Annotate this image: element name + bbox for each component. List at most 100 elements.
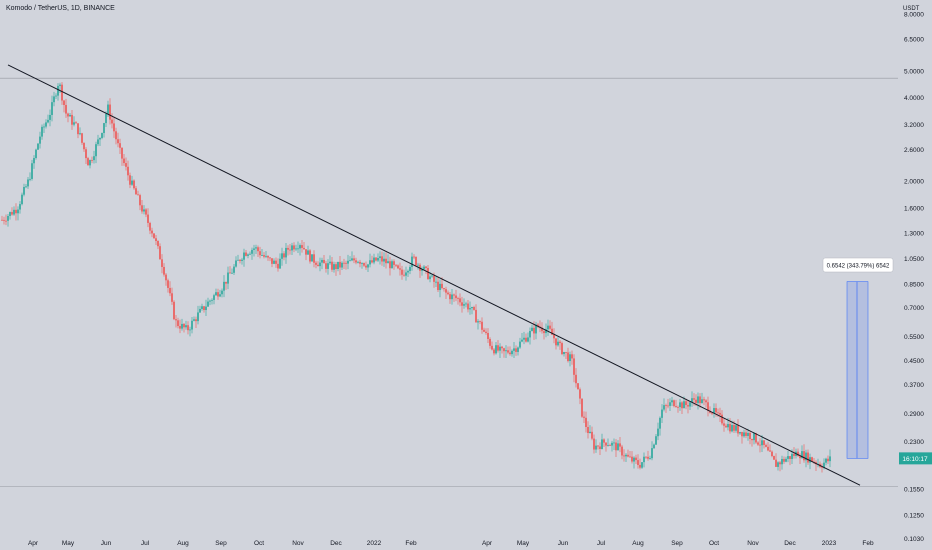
candle-body <box>427 267 429 280</box>
candle-body <box>475 309 477 323</box>
x-tick-label: Jul <box>141 540 150 547</box>
candle-body <box>759 444 761 446</box>
candle-body <box>643 456 645 463</box>
candle-body <box>349 260 351 262</box>
candle-body <box>71 114 73 125</box>
candle-body <box>629 456 631 458</box>
candle-body <box>281 253 283 259</box>
candle-body <box>243 252 245 260</box>
candle-body <box>543 331 545 334</box>
candle-body <box>507 350 509 353</box>
candle-body <box>313 254 315 263</box>
candle-body <box>123 158 125 164</box>
candle-body <box>117 139 119 144</box>
candle-body <box>89 160 91 166</box>
candle-body <box>497 345 499 351</box>
candle-body <box>143 209 145 212</box>
candle-body <box>747 433 749 436</box>
candle-body <box>329 261 331 264</box>
candle-body <box>3 219 5 221</box>
candle-body <box>527 337 529 342</box>
candle-body <box>135 188 137 195</box>
candle-body <box>511 350 513 355</box>
candle-body <box>763 440 765 445</box>
candle-body <box>555 338 557 346</box>
candle-body <box>177 320 179 327</box>
candle-body <box>327 263 329 269</box>
candle-body <box>615 442 617 451</box>
candle-body <box>301 245 303 248</box>
candle-body <box>207 301 209 307</box>
candle-body <box>87 158 89 166</box>
candle-body <box>627 454 629 457</box>
candle-body <box>687 405 689 407</box>
candle-body <box>521 339 523 342</box>
candle-body <box>809 457 811 463</box>
candle-body <box>599 446 601 449</box>
candle-body <box>583 416 585 418</box>
candle-body <box>829 456 831 462</box>
candle-body <box>193 319 195 321</box>
candle-body <box>777 462 779 467</box>
candle-body <box>727 424 729 428</box>
candle-body <box>405 272 407 276</box>
measure-label: 0.6542 (343.79%) 6542 <box>827 264 890 270</box>
y-tick-label: 6.5000 <box>904 37 924 44</box>
candle-body <box>341 262 343 268</box>
candle-body <box>249 253 251 255</box>
candle-body <box>131 180 133 185</box>
trendline[interactable] <box>7 64 861 486</box>
candle-body <box>773 456 775 460</box>
candle-body <box>63 100 65 105</box>
candle-body <box>685 401 687 406</box>
candle-body <box>345 262 347 264</box>
candle-body <box>541 327 543 332</box>
chart-title: Komodo / TetherUS, 1D, BINANCE <box>6 5 115 12</box>
candle-body <box>779 462 781 465</box>
candle-body <box>647 456 649 459</box>
candle-body <box>725 425 727 428</box>
candle-body <box>731 424 733 432</box>
candle-body <box>501 346 503 349</box>
candle-body <box>699 396 701 404</box>
candle-body <box>13 209 15 215</box>
candle-body <box>535 324 537 334</box>
candle-body <box>733 424 735 431</box>
candle-body <box>367 264 369 268</box>
candle-body <box>115 131 117 140</box>
candle-body <box>557 341 559 346</box>
candle-body <box>771 451 773 457</box>
candle-body <box>353 258 355 261</box>
candle-body <box>455 295 457 299</box>
y-tick-label: 0.5500 <box>904 334 924 341</box>
y-axis: 8.0000 6.5000 5.0000 4.0000 3.2000 2.6000 2.00… <box>904 12 924 543</box>
candle-body <box>307 250 309 255</box>
candle-body <box>147 214 149 223</box>
candle-body <box>25 186 27 188</box>
candle-body <box>495 345 497 354</box>
candle-body <box>597 445 599 447</box>
candle-body <box>675 406 677 407</box>
x-tick-label: 2022 <box>367 540 382 547</box>
candle-body <box>493 349 495 354</box>
candle-body <box>223 281 225 291</box>
candle-body <box>181 323 183 329</box>
x-tick-label: Feb <box>862 540 874 547</box>
price-range-measure[interactable] <box>846 281 869 459</box>
candle-body <box>465 303 467 305</box>
candle-body <box>19 204 21 210</box>
y-tick-label: 0.1550 <box>904 487 924 494</box>
candle-body <box>551 328 553 335</box>
candle-body <box>169 287 171 294</box>
x-tick-label: May <box>62 540 75 547</box>
candle-body <box>703 399 705 401</box>
candle-body <box>697 396 699 403</box>
candle-body <box>729 424 731 432</box>
y-tick-label: 4.0000 <box>904 95 924 102</box>
candle-body <box>613 442 615 444</box>
candle-body <box>175 319 177 321</box>
x-tick-label: Oct <box>709 540 719 547</box>
candle-body <box>377 258 379 261</box>
candle-body <box>269 257 271 259</box>
